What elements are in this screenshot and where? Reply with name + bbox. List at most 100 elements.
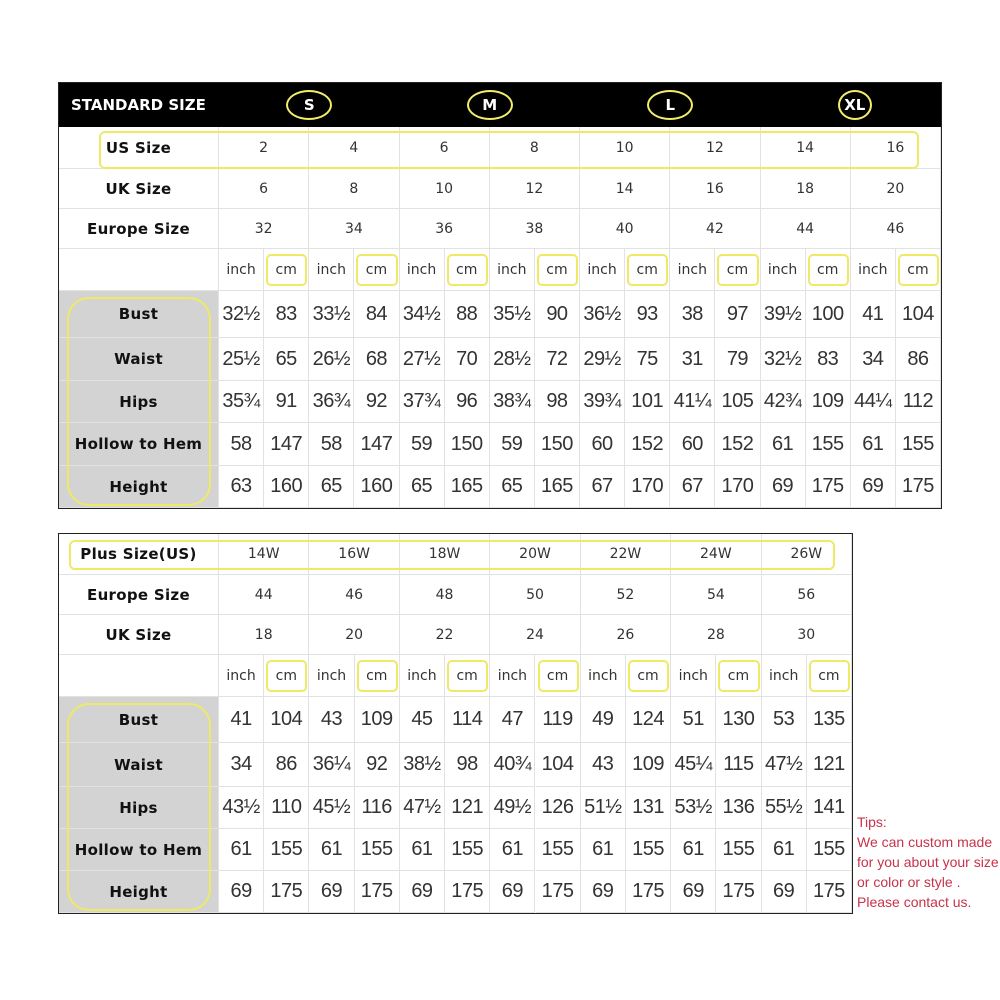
measure-cell: 65 [489,466,535,508]
row-label: Plus Size(US) [59,534,219,575]
measure-cell: 53½ [671,787,717,829]
unit-cm: cm [264,249,310,291]
tips-line: or color or style . [857,874,961,890]
size-cell: 56 [761,575,852,615]
measure-cell: 34½ [399,291,445,338]
unit-inch: inch [399,249,445,291]
measure-label: Bust [59,291,219,338]
measure-label: Hips [59,381,219,423]
measure-cell: 45¼ [671,743,717,787]
measure-cell: 155 [805,423,851,466]
unit-inch: inch [489,249,535,291]
size-cell: 36 [399,209,490,249]
unit-inch: inch [761,655,807,697]
unit-cm: cm [354,249,400,291]
measure-cell: 65 [399,466,445,508]
measure-cell: 27½ [399,338,445,381]
measure-cell: 36¾ [309,381,355,423]
measure-cell: 69 [760,466,806,508]
measure-cell: 155 [806,829,852,871]
size-cell: 24W [671,534,762,575]
measure-cell: 84 [354,291,400,338]
measure-cell: 100 [805,291,851,338]
size-cell: 16 [670,169,761,209]
measure-cell: 41¼ [670,381,716,423]
measure-cell: 152 [715,423,761,466]
measure-cell: 61 [580,829,626,871]
measure-cell: 115 [716,743,762,787]
unit-cm: cm [715,249,761,291]
measure-cell: 150 [534,423,580,466]
measure-cell: 72 [534,338,580,381]
size-cell: 4 [309,127,400,169]
measure-cell: 155 [535,829,581,871]
size-cell: 16 [850,127,941,169]
size-cell: 22W [580,534,672,575]
table-title: STANDARD SIZE [71,96,206,114]
measure-cell: 61 [490,829,536,871]
measure-cell: 43 [580,743,626,787]
measure-cell: 86 [264,743,310,787]
measure-cell: 114 [445,697,491,743]
measure-cell: 55½ [761,787,807,829]
measure-cell: 126 [535,787,581,829]
measure-cell: 69 [309,871,355,913]
measure-cell: 43½ [219,787,265,829]
measure-cell: 33½ [309,291,355,338]
measure-cell: 86 [895,338,941,381]
measure-cell: 109 [354,697,400,743]
size-cell: 6 [219,169,310,209]
measure-cell: 35¾ [219,381,265,423]
measure-cell: 93 [625,291,671,338]
measure-cell: 61 [850,423,896,466]
measure-cell: 29½ [580,338,626,381]
row-label: UK Size [59,615,219,655]
measure-cell: 155 [716,829,762,871]
size-cell: 48 [399,575,491,615]
measure-cell: 61 [761,829,807,871]
measure-cell: 38 [670,291,716,338]
measure-cell: 32½ [760,338,806,381]
unit-cm: cm [806,655,852,697]
measure-cell: 135 [806,697,852,743]
measure-cell: 47½ [761,743,807,787]
size-cell: 12 [489,169,580,209]
unit-cm: cm [444,249,490,291]
size-cell: 6 [399,127,490,169]
measure-cell: 141 [806,787,852,829]
unit-inch: inch [580,655,626,697]
size-cell: 14 [580,169,671,209]
measure-cell: 155 [264,829,310,871]
row-label: Europe Size [59,209,219,249]
measure-cell: 83 [805,338,851,381]
unit-inch: inch [490,655,536,697]
measure-cell: 26½ [309,338,355,381]
measure-cell: 109 [805,381,851,423]
measure-cell: 59 [399,423,445,466]
size-cell: 16W [309,534,400,575]
measure-cell: 36¼ [309,743,355,787]
measure-cell: 38¾ [489,381,535,423]
unit-inch: inch [399,655,446,697]
measure-cell: 58 [219,423,265,466]
measure-label: Height [59,466,219,508]
measure-cell: 39¾ [580,381,626,423]
measure-cell: 175 [445,871,491,913]
unit-inch: inch [670,249,716,291]
measure-cell: 91 [264,381,310,423]
unit-cm: cm [716,655,762,697]
measure-cell: 34 [850,338,896,381]
measure-cell: 44¼ [850,381,896,423]
tips-title: Tips: [857,814,887,830]
measure-cell: 75 [625,338,671,381]
unit-inch: inch [760,249,806,291]
measure-cell: 83 [264,291,310,338]
measure-cell: 69 [219,871,265,913]
size-cell: 2 [219,127,310,169]
measure-cell: 92 [354,381,400,423]
measure-cell: 61 [671,829,717,871]
size-cell: 20 [850,169,941,209]
measure-cell: 136 [716,787,762,829]
measure-cell: 170 [715,466,761,508]
size-cell: 14 [760,127,851,169]
